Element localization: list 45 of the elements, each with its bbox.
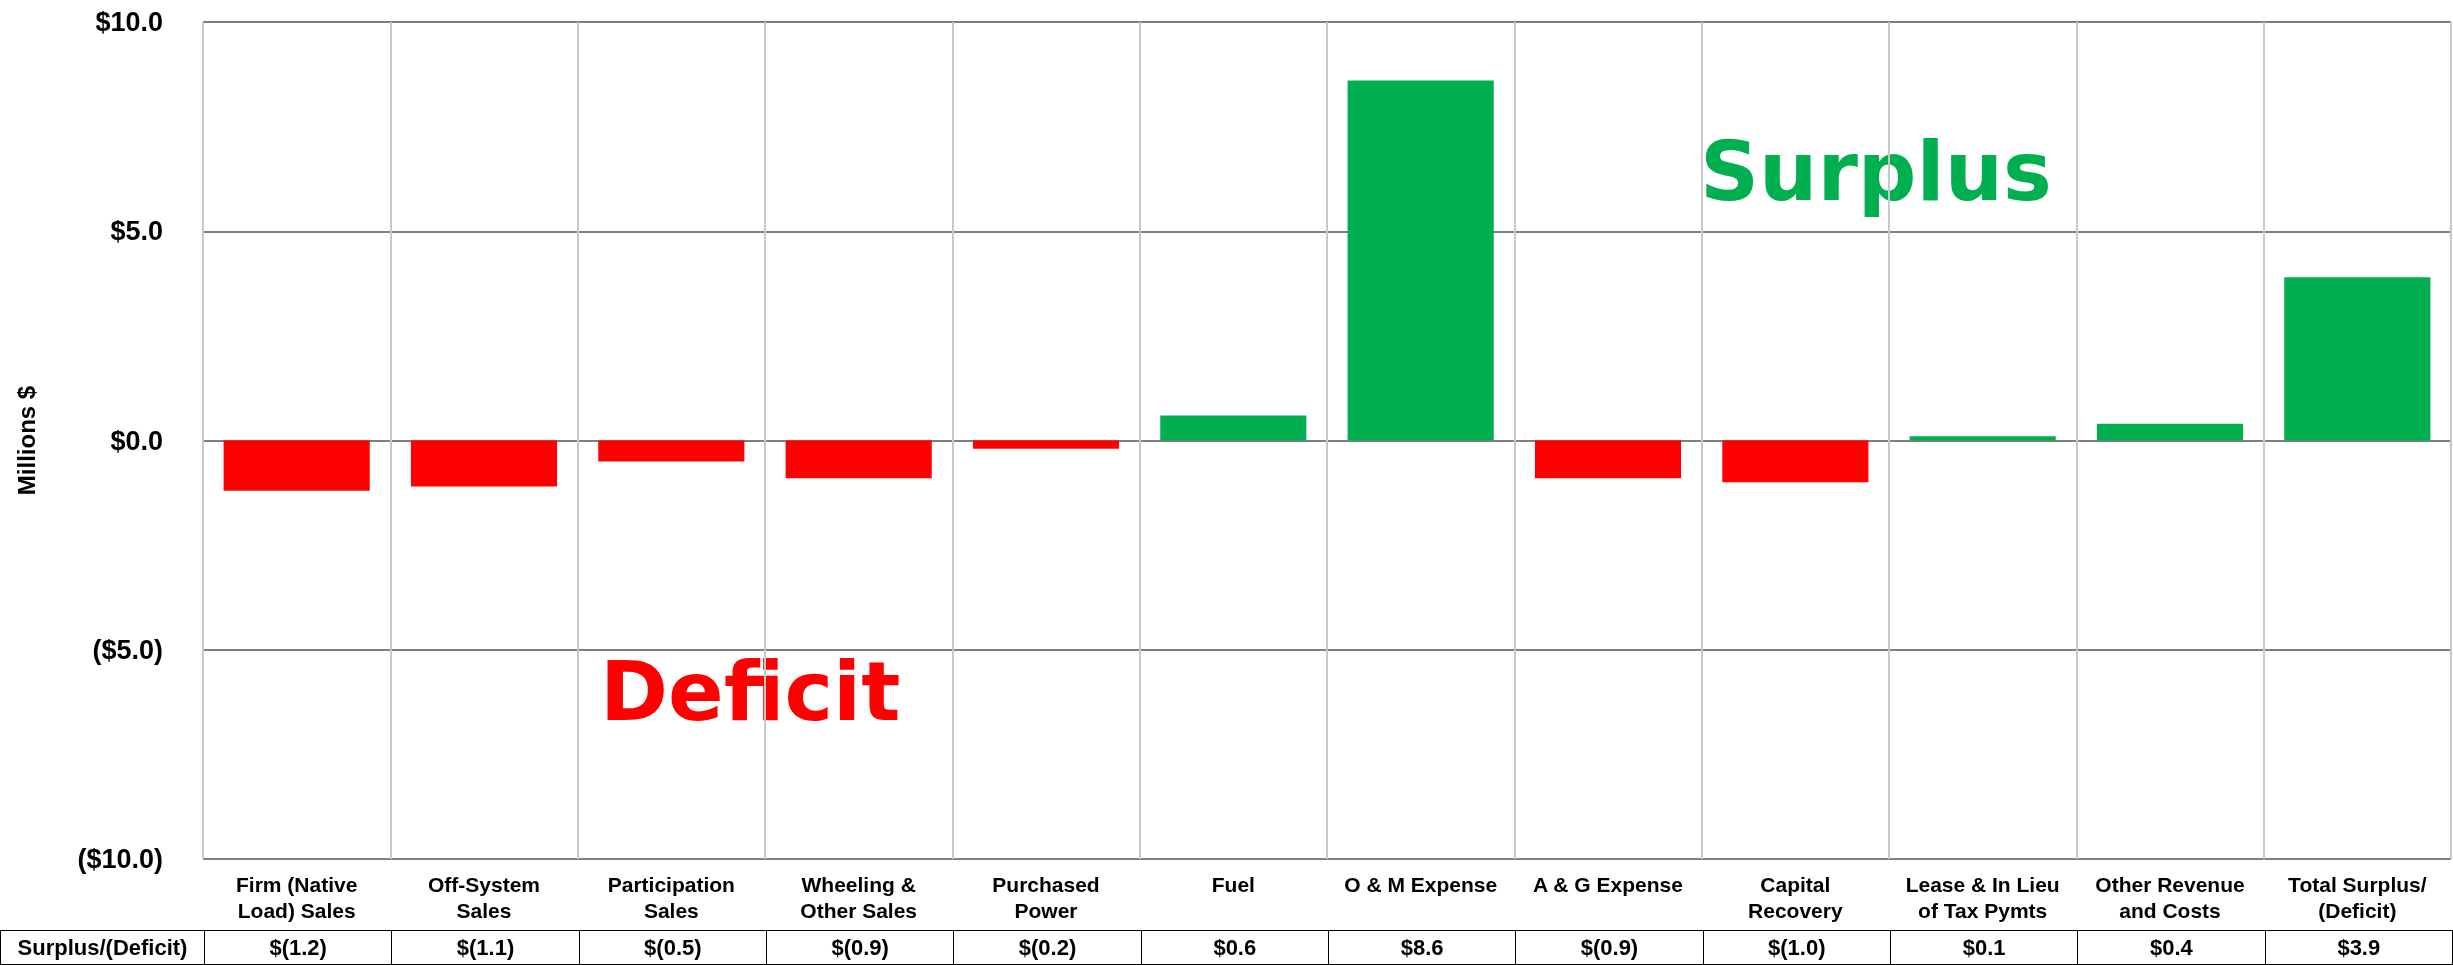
x-tick-label: O & M Expense: [1344, 872, 1498, 896]
bar: [223, 440, 370, 491]
bar: [972, 440, 1120, 449]
bar: [598, 440, 745, 462]
x-tick-label: Purchased Power: [992, 872, 1100, 922]
data-label: $0.1: [1890, 930, 2078, 965]
bar: [785, 440, 932, 479]
bar: [1347, 80, 1494, 441]
data-label: $(0.5): [579, 930, 767, 965]
data-label: $(0.9): [1515, 930, 1704, 965]
y-tick-label: ($10.0): [77, 844, 163, 874]
data-label: $(1.1): [391, 930, 580, 965]
y-tick-label: $5.0: [110, 216, 163, 247]
annotation: Surplus: [1700, 123, 2052, 219]
y-tick-label: $10.0: [95, 7, 163, 37]
data-label: $(1.2): [204, 930, 392, 965]
data-label: $0.6: [1141, 930, 1329, 965]
bar: [1909, 436, 2056, 441]
x-tick-label: Lease & In Lieu of Tax Pymts: [1905, 872, 2060, 922]
data-label: $8.6: [1328, 930, 1516, 965]
x-tick-label: A & G Expense: [1533, 872, 1683, 896]
x-tick-label: Fuel: [1211, 872, 1255, 896]
bar: [2284, 277, 2431, 441]
data-label: $(1.0): [1703, 930, 1891, 965]
data-label: $(0.2): [953, 930, 1142, 965]
bar: [1534, 440, 1682, 479]
text: Surplus/(Deficit): [0, 930, 205, 965]
bar: [1722, 440, 1869, 483]
x-tick-label: Off-System Sales: [427, 872, 541, 922]
annotation: Deficit: [600, 643, 901, 739]
x-tick-label: Firm (Native Load) Sales: [235, 872, 358, 922]
bar: [2096, 423, 2244, 441]
bar: [410, 440, 558, 487]
data-label: $(0.9): [766, 930, 954, 965]
x-tick-label: Other Revenue and Costs: [2095, 872, 2245, 922]
x-tick-label: Wheeling & Other Sales: [800, 872, 918, 922]
y-axis-title: Millions $: [12, 385, 40, 496]
x-tick-label: Capital Recovery: [1748, 872, 1843, 922]
x-tick-label: Total Surplus/ (Deficit): [2288, 872, 2427, 922]
y-tick-label: $0.0: [110, 425, 163, 456]
bar: [1160, 415, 1307, 441]
y-tick-label: ($5.0): [92, 634, 163, 665]
x-tick-label: Participation Sales: [607, 872, 735, 922]
data-label: $3.9: [2265, 930, 2453, 965]
data-label: $0.4: [2077, 930, 2266, 965]
